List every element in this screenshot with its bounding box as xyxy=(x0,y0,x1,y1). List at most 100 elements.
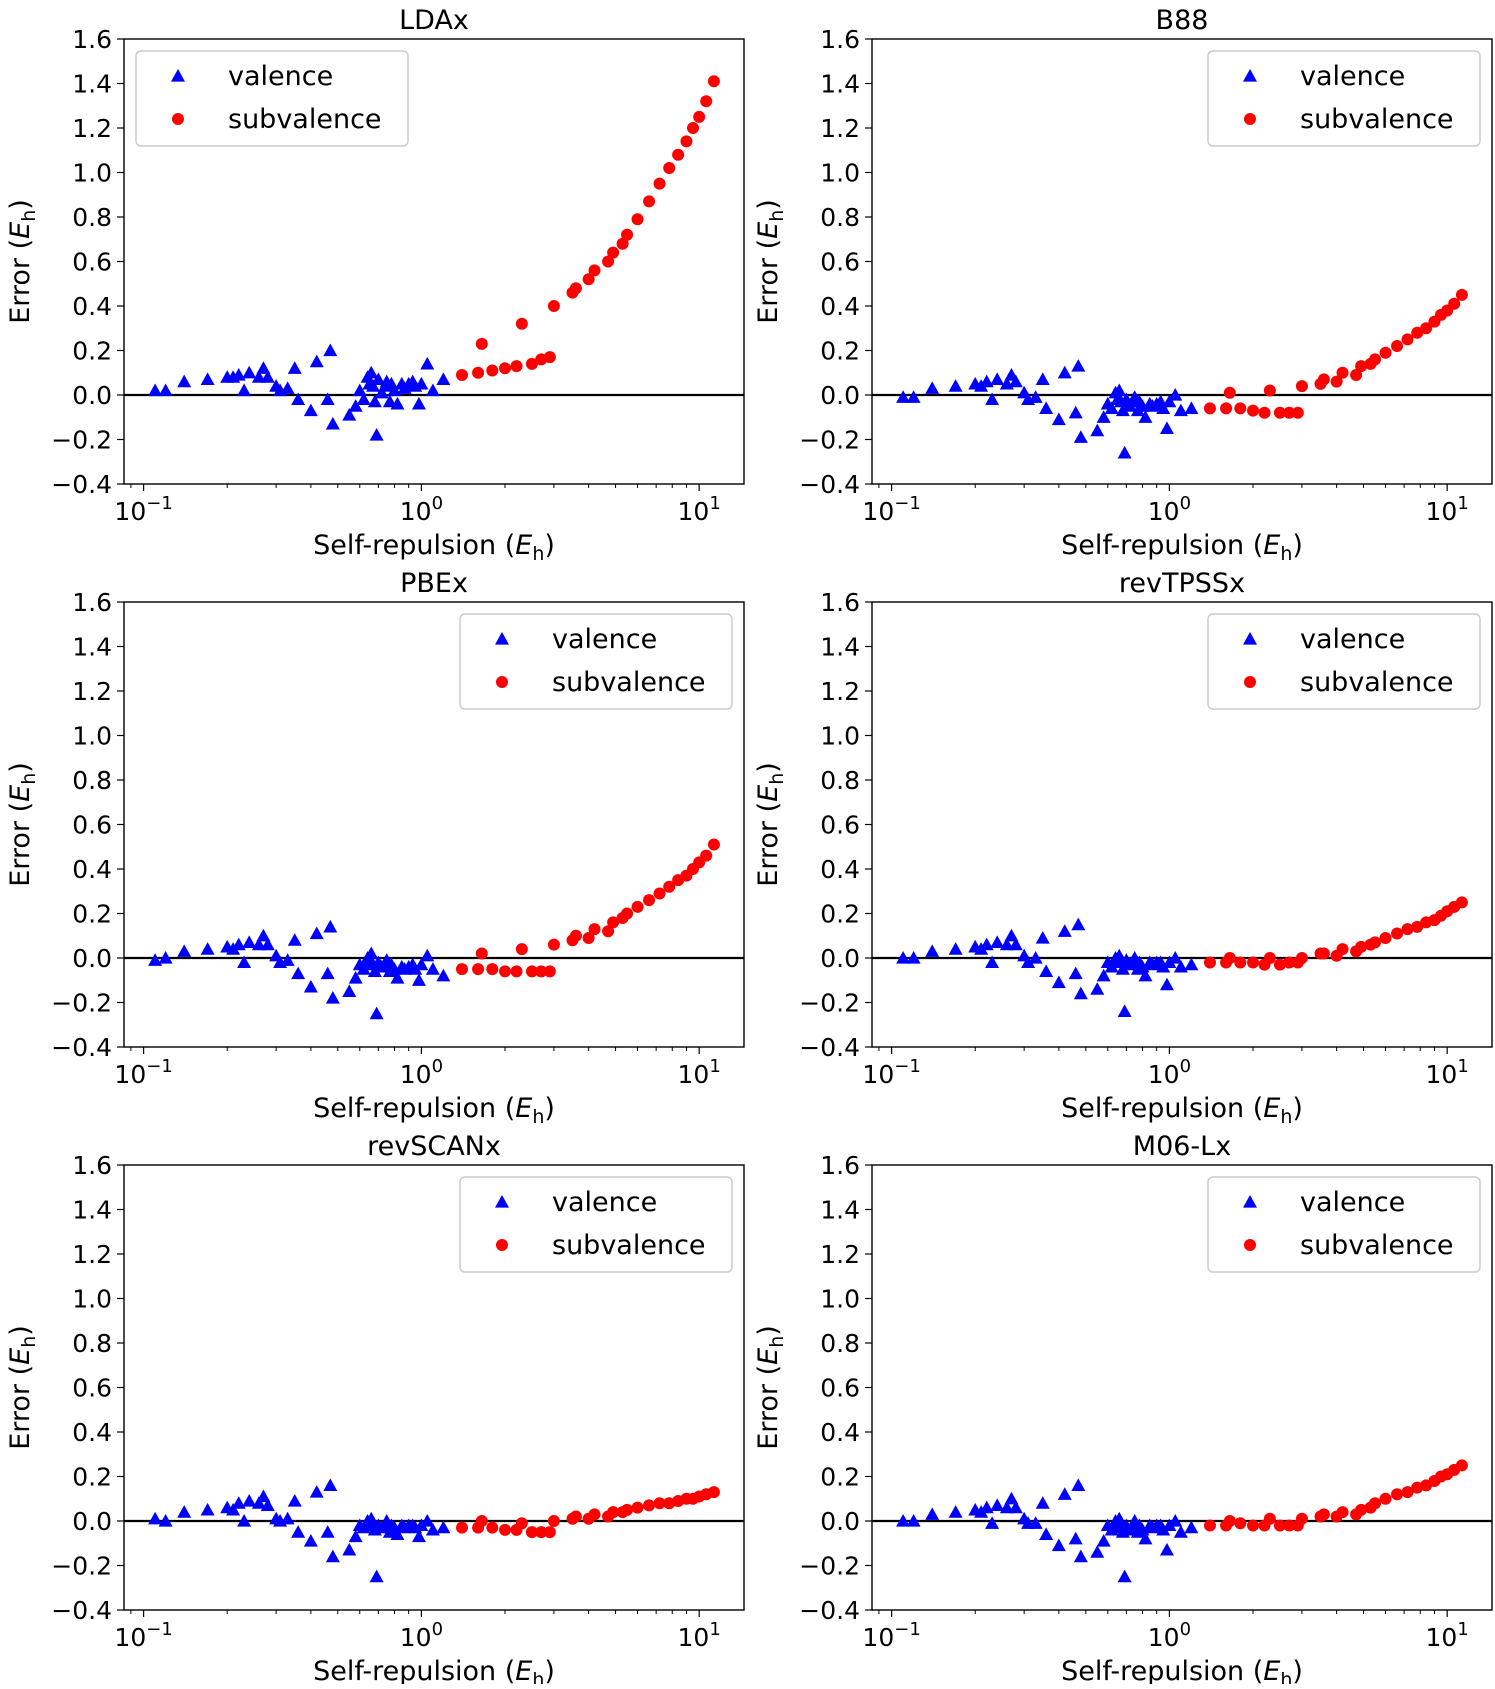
y-tick-label: −0.4 xyxy=(799,1033,860,1062)
y-tick-label: 1.4 xyxy=(820,1196,860,1225)
text-part: ) xyxy=(5,1325,36,1336)
text-part: ) xyxy=(1292,530,1303,561)
subvalence-point xyxy=(1355,1503,1368,1516)
valence-point xyxy=(309,926,324,940)
subvalence-point xyxy=(621,1503,634,1516)
x-axis-label: Self-repulsion (Eh) xyxy=(313,530,555,565)
valence-point xyxy=(256,1489,271,1503)
subvalence-point xyxy=(707,1486,720,1499)
valence-point xyxy=(1008,1500,1023,1514)
legend-subvalence-marker xyxy=(496,676,508,688)
x-axis-label: Self-repulsion (Eh) xyxy=(313,1093,555,1128)
x-tick-label: 101 xyxy=(678,493,721,526)
text-part: E xyxy=(1263,1656,1280,1684)
valence-point xyxy=(1021,955,1036,969)
text-part: E xyxy=(515,1656,532,1684)
valence-point xyxy=(309,354,324,368)
text-part: 1 xyxy=(1457,493,1468,514)
x-tick-label: 10−1 xyxy=(114,493,172,526)
text-part: 0 xyxy=(432,1619,443,1640)
y-tick-label: 1.0 xyxy=(72,722,112,751)
subvalence-point xyxy=(1401,923,1414,936)
legend-subvalence-marker xyxy=(1244,1239,1256,1251)
subvalence-point xyxy=(1379,1492,1392,1505)
valence-point xyxy=(237,383,252,397)
subvalence-point xyxy=(569,1510,582,1523)
x-tick-label: 100 xyxy=(1148,493,1191,526)
subvalence-point xyxy=(1234,1517,1247,1530)
x-tick-label: 101 xyxy=(1426,1619,1469,1652)
text-part: ( xyxy=(5,802,36,821)
y-tick-label: −0.4 xyxy=(799,1596,860,1625)
text-part: 10 xyxy=(114,497,146,526)
valence-point xyxy=(1173,1525,1188,1538)
text-part: 1 xyxy=(709,1056,720,1077)
text-part: ) xyxy=(544,530,555,561)
text-part: h xyxy=(1280,1106,1292,1128)
subvalence-point xyxy=(663,162,676,175)
valence-point xyxy=(1135,959,1150,973)
subvalence-point xyxy=(602,925,615,938)
text-part: E xyxy=(5,785,36,802)
y-tick-label: 0.6 xyxy=(820,248,860,277)
valence-point xyxy=(1008,937,1023,951)
text-part: h xyxy=(18,210,40,222)
text-part: −1 xyxy=(894,1619,921,1640)
text-part: Error xyxy=(5,820,36,887)
valence-point xyxy=(1057,365,1072,379)
text-part: ) xyxy=(753,199,784,210)
text-part: 0 xyxy=(432,493,443,514)
x-tick-label: 10−1 xyxy=(114,1619,172,1652)
valence-point xyxy=(309,1485,324,1498)
subvalence-point xyxy=(1273,406,1286,419)
chart-panel: LDAx −0.4 −0.2 0.0 0.2 0.4 0.6 0.8 1.0 1.2 1.4 1.6 1… xyxy=(5,5,745,565)
valence-point xyxy=(356,962,371,975)
valence-point xyxy=(1112,1511,1127,1525)
x-tick-label: 101 xyxy=(678,1619,721,1652)
chart-title: M06-Lx xyxy=(1133,1131,1231,1162)
text-part: 10 xyxy=(862,1623,894,1652)
legend-label: subvalence xyxy=(552,1230,706,1261)
subvalence-point xyxy=(643,1499,656,1512)
y-tick-label: 1.4 xyxy=(72,70,112,99)
y-tick-label: −0.4 xyxy=(799,470,860,499)
text-part: ) xyxy=(753,762,784,773)
legend-valence-marker xyxy=(171,69,185,82)
subvalence-point xyxy=(700,849,713,862)
y-tick-label: 1.6 xyxy=(72,1151,112,1180)
text-part: Self-repulsion xyxy=(313,530,496,561)
subvalence-point xyxy=(515,943,528,956)
text-part: ( xyxy=(1244,1656,1263,1684)
y-tick-label: 0.8 xyxy=(72,203,112,232)
valence-point xyxy=(1096,1534,1111,1547)
subvalence-point xyxy=(680,135,693,148)
valence-point xyxy=(1028,390,1043,403)
legend-subvalence-marker xyxy=(1244,676,1256,688)
x-tick-label: 100 xyxy=(1148,1056,1191,1089)
valence-point xyxy=(1104,401,1119,414)
subvalence-point xyxy=(1401,1486,1414,1499)
subvalence-point xyxy=(515,317,528,330)
valence-point xyxy=(323,1478,338,1491)
y-tick-label: 0.0 xyxy=(72,1507,112,1536)
valence-point xyxy=(1168,1514,1183,1527)
valence-point xyxy=(303,979,318,993)
valence-point xyxy=(1073,986,1088,1000)
text-part: h xyxy=(532,1669,544,1684)
subvalence-point xyxy=(1223,386,1236,399)
valence-point xyxy=(985,392,1000,406)
valence-point xyxy=(291,1525,306,1538)
y-tick-label: 0.4 xyxy=(820,1418,860,1447)
subvalence-point xyxy=(486,364,499,377)
text-part: −1 xyxy=(894,1056,921,1077)
text-part: ( xyxy=(1244,530,1263,561)
valence-point xyxy=(367,394,382,408)
valence-point xyxy=(177,374,192,388)
subvalence-point xyxy=(1263,1512,1276,1525)
y-tick-label: 0.8 xyxy=(820,1329,860,1358)
subvalence-point xyxy=(1295,380,1308,393)
text-part: E xyxy=(515,530,532,561)
text-part: E xyxy=(5,222,36,239)
subvalence-point xyxy=(1336,1506,1349,1519)
